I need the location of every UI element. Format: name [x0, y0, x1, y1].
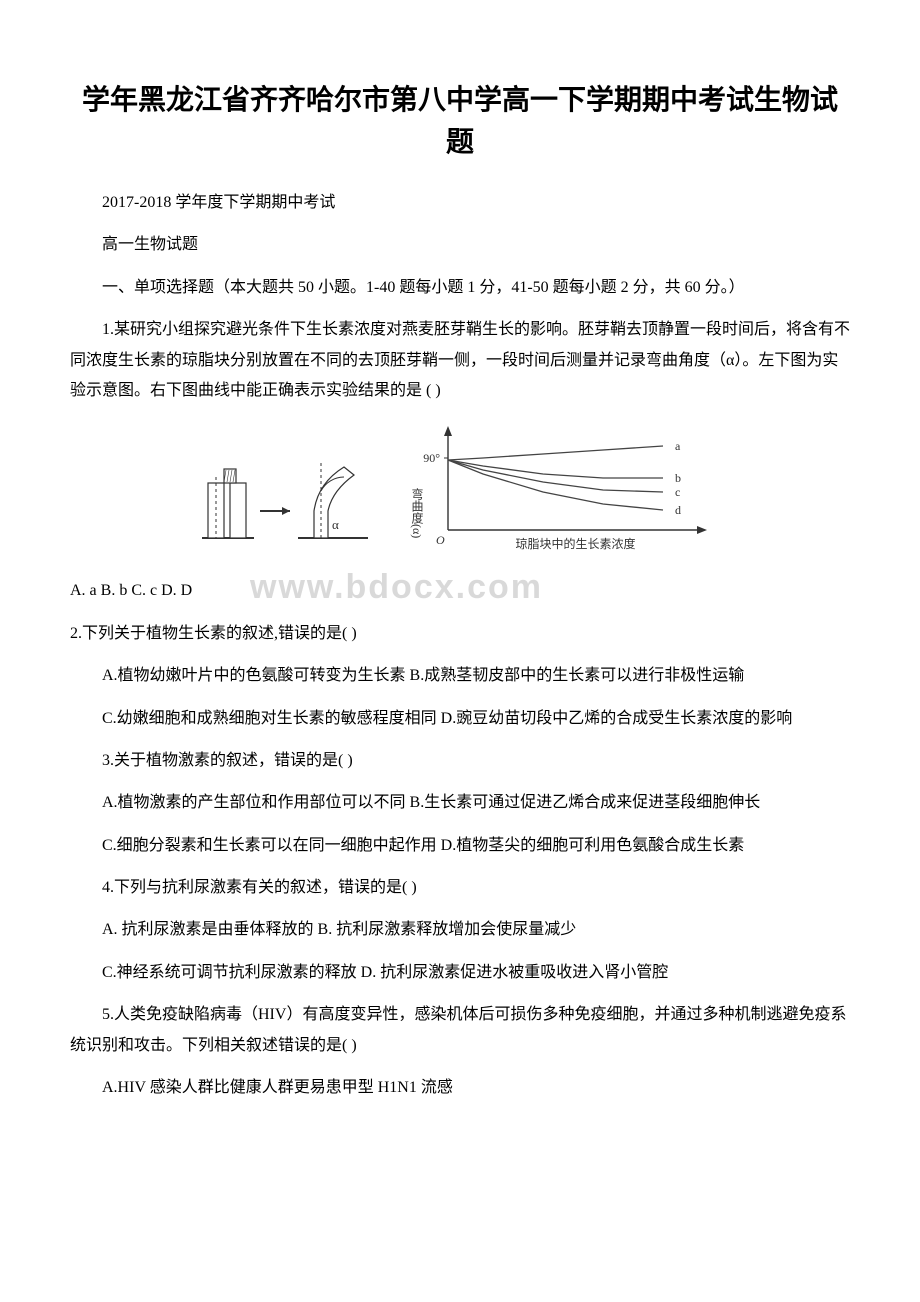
q4-options-c: C.神经系统可调节抗利尿激素的释放 D. 抗利尿激素促进水被重吸收进入肾小管腔: [70, 958, 850, 988]
q4-text: 4.下列与抗利尿激素有关的叙述，错误的是( ): [70, 873, 850, 903]
svg-text:α: α: [332, 517, 339, 532]
figure-row: α 90° 弯曲度(α) O 琼脂块中的生长素浓度 a bcd: [70, 418, 850, 558]
section-heading: 一、单项选择题（本大题共 50 小题。1-40 题每小题 1 分，41-50 题…: [70, 273, 850, 303]
svg-text:弯曲度(α): 弯曲度(α): [410, 487, 424, 539]
q3-options-c: C.细胞分裂素和生长素可以在同一细胞中起作用 D.植物茎尖的细胞可利用色氨酸合成…: [70, 831, 850, 861]
page-title: 学年黑龙江省齐齐哈尔市第八中学高一下学期期中考试生物试题: [70, 80, 850, 164]
q3-text: 3.关于植物激素的叙述，错误的是( ): [70, 746, 850, 776]
q2-text: 2.下列关于植物生长素的叙述,错误的是( ): [70, 619, 850, 649]
q2-options-c: C.幼嫩细胞和成熟细胞对生长素的敏感程度相同 D.豌豆幼苗切段中乙烯的合成受生长…: [70, 704, 850, 734]
svg-text:c: c: [675, 485, 680, 499]
q3-options-a: A.植物激素的产生部位和作用部位可以不同 B.生长素可通过促进乙烯合成来促进茎段…: [70, 788, 850, 818]
svg-text:d: d: [675, 503, 681, 517]
figure-right: 90° 弯曲度(α) O 琼脂块中的生长素浓度 a bcd: [403, 418, 723, 558]
svg-text:O: O: [436, 533, 445, 547]
exam-name: 高一生物试题: [70, 230, 850, 260]
svg-text:琼脂块中的生长素浓度: 琼脂块中的生长素浓度: [515, 536, 635, 551]
q5-text: 5.人类免疫缺陷病毒（HIV）有高度变异性，感染机体后可损伤多种免疫细胞，并通过…: [70, 1000, 850, 1061]
svg-text:90°: 90°: [423, 451, 440, 465]
figure-left: α: [198, 433, 373, 543]
q1-options: A. a B. b C. c D. D: [70, 576, 850, 606]
svg-text:a: a: [675, 439, 681, 453]
q2-options-a: A.植物幼嫩叶片中的色氨酸可转变为生长素 B.成熟茎韧皮部中的生长素可以进行非极…: [70, 661, 850, 691]
subtitle: 2017-2018 学年度下学期期中考试: [70, 188, 850, 218]
q4-options-a: A. 抗利尿激素是由垂体释放的 B. 抗利尿激素释放增加会使尿量减少: [70, 915, 850, 945]
q5-options-a: A.HIV 感染人群比健康人群更易患甲型 H1N1 流感: [70, 1073, 850, 1103]
q1-text: 1.某研究小组探究避光条件下生长素浓度对燕麦胚芽鞘生长的影响。胚芽鞘去顶静置一段…: [70, 315, 850, 406]
svg-text:b: b: [675, 471, 681, 485]
